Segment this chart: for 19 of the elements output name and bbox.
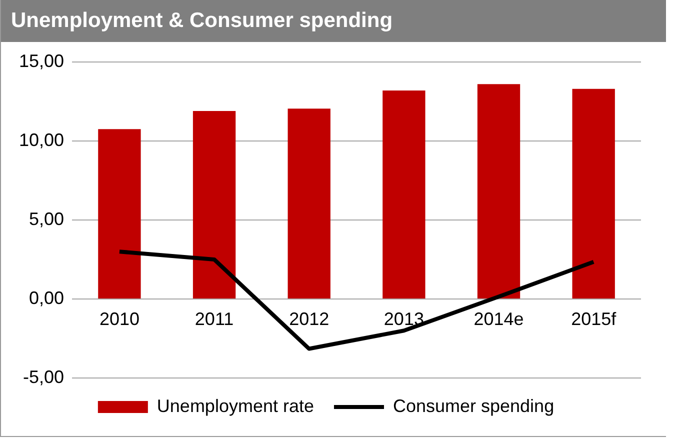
- bar: [477, 84, 520, 298]
- x-tick-label: 2014e: [474, 308, 524, 329]
- bar: [98, 129, 141, 298]
- y-tick-label: -5,00: [23, 366, 64, 387]
- chart-title: Unemployment & Consumer spending: [1, 0, 666, 42]
- legend-label: Unemployment rate: [156, 396, 314, 416]
- legend-label: Consumer spending: [392, 396, 554, 416]
- y-tick-label: 15,00: [18, 50, 64, 71]
- y-tick-label: 10,00: [18, 130, 64, 150]
- bar: [382, 90, 426, 298]
- x-tick-label: 2010: [99, 308, 140, 329]
- bar: [192, 110, 236, 298]
- y-tick-label: 5,00: [28, 208, 64, 229]
- y-tick-label: 0,00: [28, 288, 64, 308]
- bar: [572, 88, 615, 298]
- x-tick-label: 2015f: [571, 308, 618, 329]
- x-tick-label: 2012: [289, 308, 330, 329]
- bar: [288, 108, 330, 298]
- x-tick-label: 2011: [194, 308, 234, 329]
